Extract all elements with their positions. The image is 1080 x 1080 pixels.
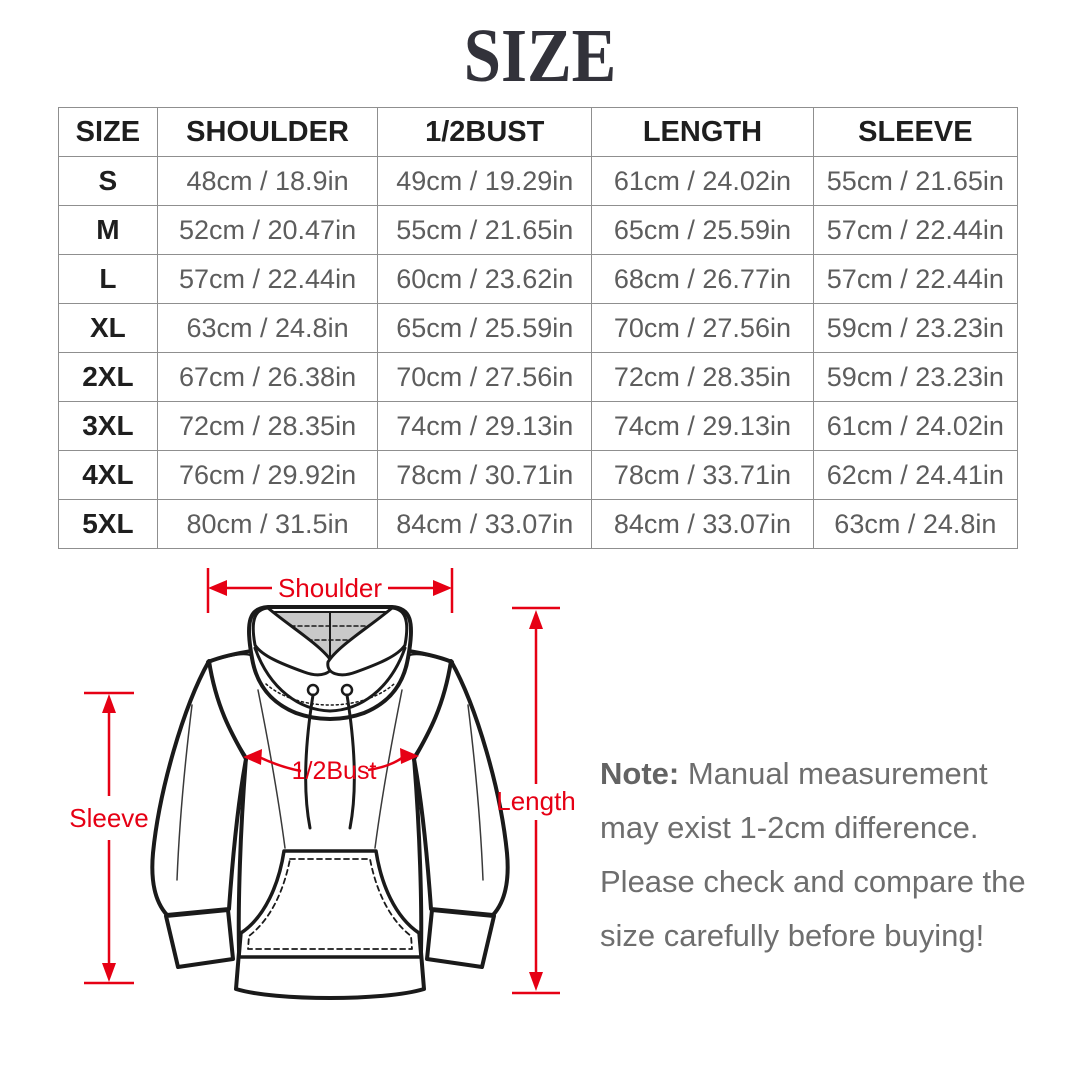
measure-cell: 57cm / 22.44in: [156, 254, 379, 304]
measure-cell: 76cm / 29.92in: [156, 450, 379, 500]
table-row: 4XL 76cm / 29.92in 78cm / 30.71in 78cm /…: [58, 450, 1019, 500]
measure-cell: 72cm / 28.35in: [591, 352, 814, 402]
col-header-bust: 1/2BUST: [377, 107, 593, 157]
measure-cell: 67cm / 26.38in: [156, 352, 379, 402]
note-label: Note:: [600, 756, 680, 791]
hoodie-drawing: [150, 605, 510, 1000]
bust-arrow-label: 1/2Bust: [292, 757, 377, 785]
measure-cell: 48cm / 18.9in: [156, 156, 379, 206]
shoulder-measure-arrow: [206, 568, 454, 613]
hoodie-hem-band: [234, 950, 426, 1000]
drawstring-left: [304, 693, 315, 830]
shoulder-seam-right: [407, 653, 452, 663]
drawstring-grommet: [340, 683, 354, 697]
measure-cell: 55cm / 21.65in: [812, 156, 1019, 206]
length-measure-arrow: [512, 606, 560, 995]
size-cell: M: [58, 205, 158, 255]
shoulder-arrow-label: Shoulder: [278, 573, 382, 603]
table-row: 3XL 72cm / 28.35in 74cm / 29.13in 74cm /…: [58, 401, 1019, 451]
note-text: Note: Manual measurement may exist 1-2cm…: [600, 747, 1052, 963]
table-row: XL 63cm / 24.8in 65cm / 25.59in 70cm / 2…: [58, 303, 1019, 353]
measure-cell: 65cm / 25.59in: [591, 205, 814, 255]
page-title: SIZE: [463, 14, 617, 98]
table-header-row: SIZE SHOULDER 1/2BUST LENGTH SLEEVE: [58, 107, 1019, 157]
measure-cell: 65cm / 25.59in: [377, 303, 593, 353]
measure-cell: 57cm / 22.44in: [812, 205, 1019, 255]
measure-cell: 59cm / 23.23in: [812, 352, 1019, 402]
length-arrow-label: Length: [496, 786, 576, 816]
size-cell: 4XL: [58, 450, 158, 500]
measure-cell: 74cm / 29.13in: [377, 401, 593, 451]
measure-cell: 78cm / 33.71in: [591, 450, 814, 500]
measure-cell: 59cm / 23.23in: [812, 303, 1019, 353]
measure-cell: 84cm / 33.07in: [591, 499, 814, 549]
collar-roll-line: [253, 646, 407, 713]
size-cell: S: [58, 156, 158, 206]
hoodie-right-cuff: [425, 908, 496, 969]
measure-cell: 74cm / 29.13in: [591, 401, 814, 451]
size-cell: 3XL: [58, 401, 158, 451]
pocket-stitching: [247, 858, 413, 950]
measurement-annotations: [84, 568, 560, 995]
size-table: SIZE SHOULDER 1/2BUST LENGTH SLEEVE S 48…: [58, 107, 1019, 549]
table-row: 5XL 80cm / 31.5in 84cm / 33.07in 84cm / …: [58, 499, 1019, 549]
size-cell: XL: [58, 303, 158, 353]
shoulder-seam-left: [208, 653, 253, 663]
col-header-size: SIZE: [58, 107, 158, 157]
col-header-sleeve: SLEEVE: [812, 107, 1019, 157]
measure-cell: 60cm / 23.62in: [377, 254, 593, 304]
sleeve-arrow-label: Sleeve: [69, 803, 149, 833]
drawstring-right: [345, 693, 356, 830]
measure-cell: 72cm / 28.35in: [156, 401, 379, 451]
measure-cell: 78cm / 30.71in: [377, 450, 593, 500]
measure-cell: 61cm / 24.02in: [812, 401, 1019, 451]
drawstring-grommet: [306, 683, 320, 697]
table-row: M 52cm / 20.47in 55cm / 21.65in 65cm / 2…: [58, 205, 1019, 255]
measure-cell: 57cm / 22.44in: [812, 254, 1019, 304]
hoodie-left-cuff: [164, 908, 235, 969]
hoodie-pocket: [237, 849, 423, 959]
note-body: Manual measurement may exist 1-2cm diffe…: [600, 756, 1026, 953]
measure-cell: 68cm / 26.77in: [591, 254, 814, 304]
sleeve-measure-arrow: [84, 691, 134, 985]
measure-cell: 49cm / 19.29in: [377, 156, 593, 206]
size-cell: L: [58, 254, 158, 304]
table-row: S 48cm / 18.9in 49cm / 19.29in 61cm / 24…: [58, 156, 1019, 206]
measure-cell: 70cm / 27.56in: [591, 303, 814, 353]
table-row: L 57cm / 22.44in 60cm / 23.62in 68cm / 2…: [58, 254, 1019, 304]
size-cell: 2XL: [58, 352, 158, 402]
hood-fold-right: [326, 606, 409, 677]
measure-cell: 52cm / 20.47in: [156, 205, 379, 255]
hoodie-measurement-diagram: Shoulder Sleeve Length 1/2Bust: [69, 568, 576, 1000]
measure-cell: 63cm / 24.8in: [156, 303, 379, 353]
measure-cell: 70cm / 27.56in: [377, 352, 593, 402]
col-header-shoulder: SHOULDER: [156, 107, 379, 157]
bust-measure-arrow: [243, 748, 419, 773]
fabric-crease-lines: [176, 689, 484, 881]
measure-cell: 61cm / 24.02in: [591, 156, 814, 206]
measure-cell: 55cm / 21.65in: [377, 205, 593, 255]
size-cell: 5XL: [58, 499, 158, 549]
col-header-length: LENGTH: [591, 107, 814, 157]
measure-cell: 80cm / 31.5in: [156, 499, 379, 549]
table-row: 2XL 67cm / 26.38in 70cm / 27.56in 72cm /…: [58, 352, 1019, 402]
measure-cell: 84cm / 33.07in: [377, 499, 593, 549]
measure-cell: 62cm / 24.41in: [812, 450, 1019, 500]
collar-seam-dotted: [265, 683, 395, 706]
measure-cell: 63cm / 24.8in: [812, 499, 1019, 549]
